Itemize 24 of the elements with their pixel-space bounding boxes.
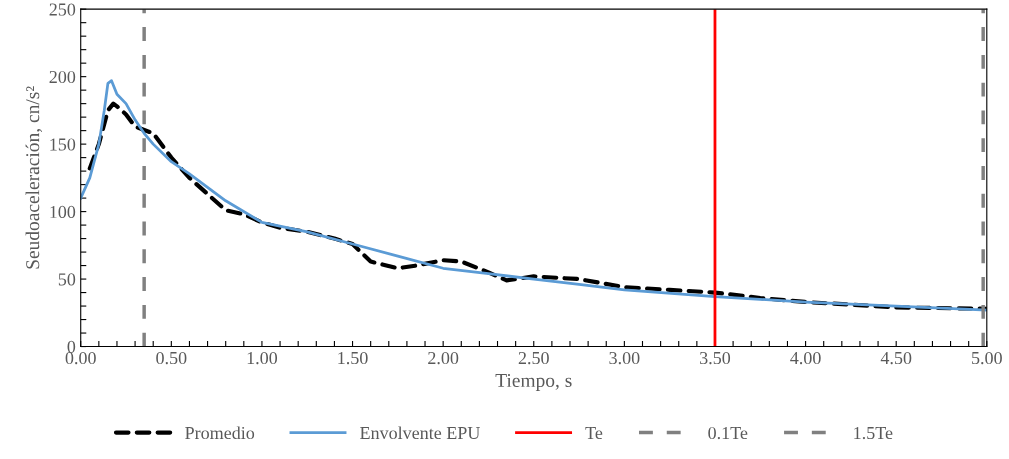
x-axis-title: Tiempo, s	[495, 373, 572, 391]
y-tick-label: 150	[50, 138, 76, 151]
y-tick-label: 0	[67, 340, 76, 353]
legend-label: Promedio	[185, 426, 255, 440]
y-tick-label: 100	[50, 205, 76, 219]
y-tick-label: 250	[49, 3, 76, 16]
x-tick-label: 4.00	[790, 351, 821, 365]
x-tick-label: 2.50	[518, 351, 549, 365]
x-tick-label: 2.00	[428, 351, 459, 365]
y-axis-title: Seudoaceleración, cn/s²	[25, 86, 43, 269]
x-tick-label: 1.50	[338, 351, 368, 365]
y-tick-label: 200	[49, 70, 76, 84]
legend-label: Envolvente EPU	[360, 426, 480, 440]
x-tick-label: 0.00	[65, 351, 96, 365]
y-tick-label: 50	[58, 273, 76, 286]
legend-label: 0.1Te	[708, 426, 748, 440]
x-tick-label: 1.00	[247, 351, 278, 365]
legend-label: 1.5Te	[854, 426, 893, 440]
x-tick-label: 5.00	[972, 351, 1002, 365]
x-tick-label: 3.00	[609, 351, 640, 365]
x-tick-label: 3.50	[700, 351, 731, 365]
x-tick-label: 4.50	[880, 351, 912, 365]
x-tick-label: 0.50	[156, 351, 187, 365]
legend-label: Te	[585, 427, 603, 440]
